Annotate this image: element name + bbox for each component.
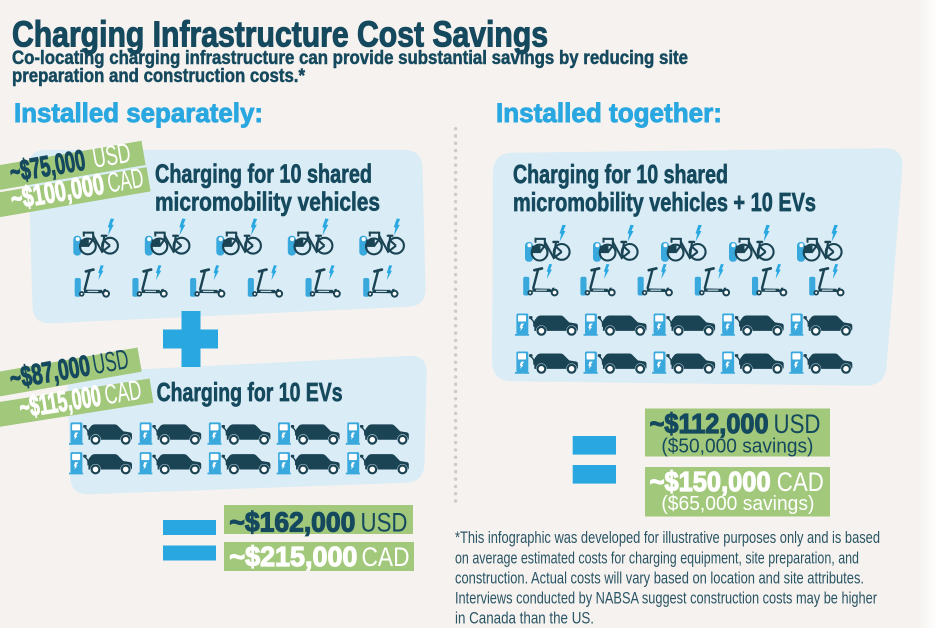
svg-text:micromobility vehicles: micromobility vehicles bbox=[155, 187, 380, 217]
svg-text:~$215,000: ~$215,000 bbox=[229, 541, 357, 572]
svg-text:Interviews conducted by NABSA: Interviews conducted by NABSA suggest co… bbox=[455, 589, 877, 608]
svg-text:USD: USD bbox=[90, 137, 133, 174]
svg-text:construction. Actual costs wil: construction. Actual costs will vary bas… bbox=[455, 568, 864, 587]
svg-text:on average estimated costs for: on average estimated costs for charging … bbox=[455, 548, 859, 567]
svg-text:Charging for 10 EVs: Charging for 10 EVs bbox=[157, 377, 343, 407]
svg-text:Charging for 10 shared: Charging for 10 shared bbox=[513, 159, 728, 189]
svg-text:USD: USD bbox=[90, 343, 131, 380]
svg-text:Installed together:: Installed together: bbox=[496, 98, 722, 128]
svg-text:($50,000 savings): ($50,000 savings) bbox=[661, 435, 813, 457]
svg-text:~$150,000: ~$150,000 bbox=[650, 466, 771, 497]
svg-text:Charging Infrastructure Cost S: Charging Infrastructure Cost Savings bbox=[12, 14, 548, 55]
svg-text:~$162,000: ~$162,000 bbox=[229, 507, 355, 538]
svg-text:micromobility vehicles + 10 EV: micromobility vehicles + 10 EVs bbox=[513, 187, 816, 217]
svg-text:CAD: CAD bbox=[105, 162, 146, 199]
svg-text:USD: USD bbox=[361, 508, 408, 538]
svg-text:CAD: CAD bbox=[102, 374, 143, 410]
svg-text:Co-locating charging infrastru: Co-locating charging infrastructure can … bbox=[12, 48, 688, 69]
svg-text:preparation and construction c: preparation and construction costs.* bbox=[12, 66, 306, 87]
svg-text:~$112,000: ~$112,000 bbox=[650, 408, 769, 439]
svg-text:USD: USD bbox=[774, 409, 821, 439]
svg-text:Installed separately:: Installed separately: bbox=[14, 98, 263, 128]
svg-text:CAD: CAD bbox=[362, 542, 410, 572]
svg-text:*This infographic was develope: *This infographic was developed for illu… bbox=[455, 528, 880, 547]
svg-text:CAD: CAD bbox=[777, 467, 824, 497]
svg-text:($65,000 savings): ($65,000 savings) bbox=[661, 493, 814, 515]
svg-text:in Canada than the US.: in Canada than the US. bbox=[455, 609, 594, 628]
svg-text:Charging for 10 shared: Charging for 10 shared bbox=[155, 159, 372, 189]
